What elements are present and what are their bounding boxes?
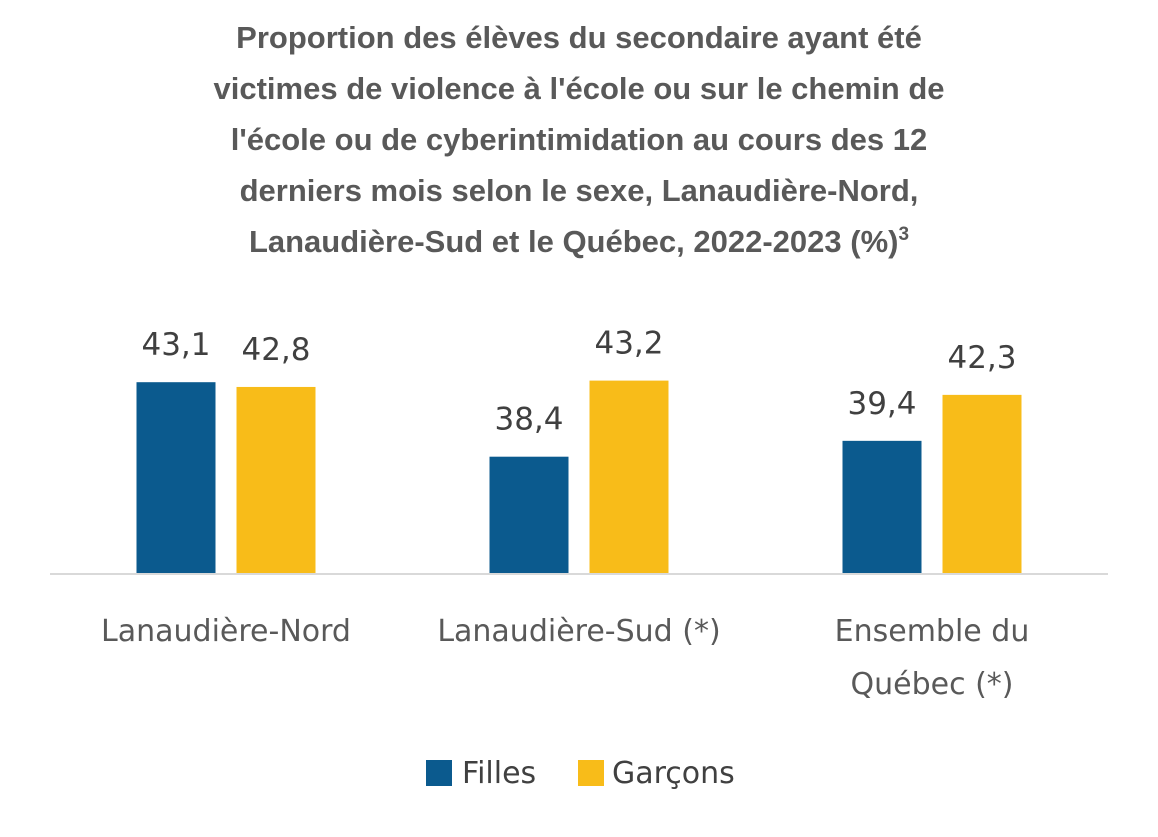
- legend-label: Garçons: [612, 756, 735, 791]
- data-label: 43,2: [594, 326, 663, 362]
- bars-layer: [136, 380, 1022, 574]
- legend-swatch-filles: [426, 760, 452, 786]
- bar-gar-ons-2: [942, 394, 1022, 574]
- chart-title-line: Lanaudière-Sud et le Québec, 2022-2023 (…: [249, 224, 909, 259]
- chart-title-superscript: 3: [898, 224, 909, 245]
- bar-gar-ons-0: [236, 386, 316, 574]
- chart-title: Proportion des élèves du secondaire ayan…: [214, 20, 945, 259]
- bar-filles-2: [842, 440, 922, 574]
- legend-label: Filles: [462, 756, 536, 791]
- data-label: 42,3: [947, 340, 1016, 376]
- chart-title-line: derniers mois selon le sexe, Lanaudière-…: [240, 173, 919, 208]
- data-label: 42,8: [241, 332, 310, 368]
- value-labels-layer: 43,1 38,4 39,4 42,8 43,2 42,3: [141, 326, 1016, 438]
- data-label: 38,4: [494, 402, 563, 438]
- bar-filles-0: [136, 382, 216, 574]
- bar-filles-1: [489, 456, 569, 574]
- chart-title-line: victimes de violence à l'école ou sur le…: [214, 71, 945, 106]
- chart-title-line: Proportion des élèves du secondaire ayan…: [236, 20, 922, 55]
- category-label: Ensemble du: [835, 614, 1030, 649]
- data-label: 39,4: [847, 386, 916, 422]
- chart-title-line: l'école ou de cyberintimidation au cours…: [231, 122, 927, 157]
- category-label: Québec (*): [850, 667, 1013, 702]
- data-label: 43,1: [141, 327, 210, 363]
- category-labels-layer: Lanaudière-Nord Lanaudière-Sud (*) Ensembl…: [101, 614, 1029, 702]
- category-label: Lanaudière-Nord: [101, 614, 351, 649]
- legend-swatch-gar-ons: [578, 760, 604, 786]
- category-label: Lanaudière-Sud (*): [437, 614, 720, 649]
- bar-gar-ons-1: [589, 380, 669, 574]
- legend: Filles Garçons: [426, 756, 735, 791]
